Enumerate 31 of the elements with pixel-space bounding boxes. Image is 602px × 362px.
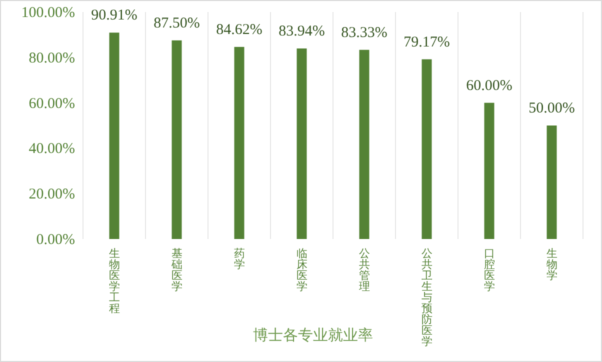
x-tick-label: 生物医学工程 [108,247,120,315]
x-axis-title: 博士各专业就业率 [253,326,373,344]
x-tick-label: 药学 [234,247,245,271]
x-tick-label: 公共管理 [358,247,370,293]
data-label: 79.17% [404,34,450,50]
x-tick-label: 生物学 [546,247,558,282]
bar [359,50,370,239]
y-tick-label: 60.00% [28,96,75,112]
category-label: 公共卫生与预防医学 [421,247,432,348]
data-label: 84.62% [216,22,262,38]
bar [109,32,120,239]
data-label: 87.50% [154,15,200,32]
data-label: 83.94% [278,23,325,40]
x-tick-label: 临床医学 [296,247,308,293]
y-tick-label: 40.00% [28,141,75,158]
bar [234,46,244,239]
x-tick-label: 口腔医学 [484,247,495,293]
data-label: 60.00% [466,78,512,94]
data-label: 50.00% [528,100,575,116]
bar [546,126,557,239]
bar [422,59,432,239]
bar [484,102,494,239]
y-tick-label: 0.00% [36,232,75,248]
x-tick-label: 基础医学 [170,247,182,293]
bar [172,40,182,239]
y-tick-label: 100.00% [21,5,75,21]
bar [296,48,307,239]
data-label: 90.91% [91,8,138,24]
y-tick-label: 20.00% [28,186,75,203]
data-label: 83.33% [341,24,388,41]
y-tick-label: 80.00% [28,50,75,66]
